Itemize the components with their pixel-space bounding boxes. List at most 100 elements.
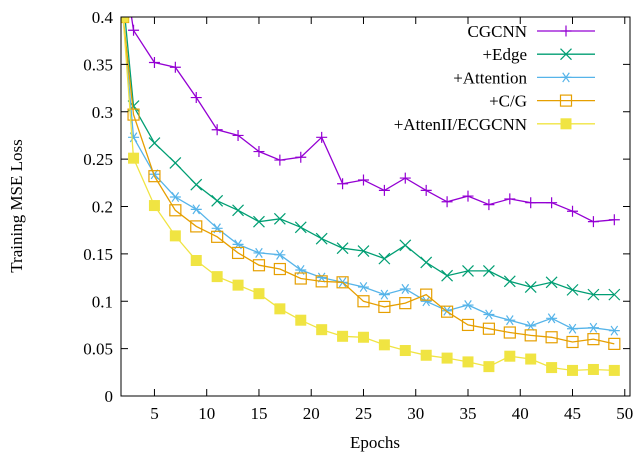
data-point	[546, 197, 558, 209]
y-tick-label: 0.3	[92, 103, 113, 122]
data-point	[524, 329, 537, 342]
y-tick-label: 0.4	[92, 8, 114, 27]
data-point	[337, 330, 349, 342]
data-point	[253, 247, 265, 258]
legend-entry: +C/G	[489, 92, 595, 111]
data-point	[462, 356, 474, 368]
series-3	[121, 17, 620, 336]
data-point	[211, 194, 224, 207]
data-point	[274, 154, 286, 166]
data-point	[211, 230, 224, 243]
data-point	[608, 325, 620, 336]
legend-entry: CGCNN	[467, 22, 595, 41]
data-point	[378, 339, 390, 351]
data-point	[441, 269, 454, 282]
data-point	[545, 276, 558, 289]
data-point	[357, 245, 370, 257]
data-point	[190, 204, 202, 215]
data-point	[273, 262, 286, 276]
data-point	[567, 205, 579, 217]
data-point	[294, 221, 307, 234]
data-point	[148, 170, 161, 183]
series-layer	[121, 17, 621, 376]
data-point	[566, 335, 579, 349]
data-point	[190, 92, 202, 104]
data-point	[315, 275, 328, 288]
data-point	[253, 215, 265, 228]
y-tick-label: 0.1	[92, 292, 113, 311]
legend-label: +Attention	[453, 68, 527, 87]
data-point	[253, 146, 265, 158]
data-point	[587, 363, 599, 375]
data-point	[253, 288, 265, 300]
y-tick-label: 0.2	[92, 198, 113, 217]
data-point	[525, 353, 537, 365]
data-point	[462, 190, 474, 202]
series-line	[124, 17, 615, 296]
legend-entry: +Attention	[453, 68, 595, 87]
data-point	[420, 184, 432, 196]
data-point	[504, 193, 516, 205]
data-point	[357, 174, 369, 186]
x-tick-label: 5	[150, 404, 159, 423]
data-point	[121, 17, 129, 23]
y-axis: 0 0.05 0.1 0.15 0.2 0.25 0.3 0.35 0.4	[83, 8, 630, 406]
data-point	[128, 24, 140, 36]
data-point	[503, 326, 516, 339]
data-point	[378, 289, 390, 300]
data-point	[169, 192, 181, 203]
data-point	[567, 364, 579, 376]
data-point	[525, 197, 537, 209]
legend-swatch-marker	[560, 25, 572, 37]
data-point	[357, 282, 369, 293]
data-point	[128, 152, 140, 164]
data-point	[462, 265, 474, 277]
data-point	[231, 246, 245, 260]
x-tick-label: 25	[355, 404, 372, 423]
data-point	[190, 178, 203, 191]
data-point	[315, 232, 328, 245]
data-point	[587, 288, 600, 301]
data-point	[483, 361, 495, 373]
data-point	[169, 204, 182, 217]
legend-label: CGCNN	[467, 22, 527, 41]
data-point	[587, 216, 599, 228]
data-point	[316, 131, 328, 143]
data-point	[211, 271, 223, 283]
data-point	[211, 124, 223, 136]
data-point	[587, 322, 599, 333]
legend-entry: +AttenII/ECGCNN	[394, 115, 595, 134]
x-tick-label: 20	[303, 404, 320, 423]
y-tick-label: 0.05	[83, 340, 113, 359]
x-tick-label: 40	[512, 404, 529, 423]
plot-frame	[120, 16, 631, 397]
data-point	[399, 297, 412, 310]
data-point	[482, 265, 495, 277]
data-point	[504, 350, 516, 362]
data-point	[420, 296, 432, 307]
data-point	[440, 305, 454, 318]
data-point	[378, 184, 390, 196]
x-tick-label: 50	[616, 404, 633, 423]
data-point	[608, 214, 620, 226]
data-point	[441, 352, 453, 364]
data-point	[503, 275, 516, 288]
y-tick-label: 0.15	[83, 245, 113, 264]
legend-swatch-marker	[560, 48, 572, 61]
data-point	[336, 242, 349, 255]
data-point	[483, 309, 495, 320]
data-point	[420, 288, 433, 301]
data-point	[232, 204, 244, 217]
data-point	[295, 314, 307, 326]
data-point	[524, 281, 537, 293]
legend-swatch-marker	[560, 72, 572, 83]
data-point	[504, 315, 516, 326]
x-tick-label: 15	[250, 404, 267, 423]
data-point	[336, 276, 349, 289]
legend: CGCNN +Edge +Attention +C/G +AttenII/ECGCNN	[394, 22, 595, 134]
data-point	[608, 364, 620, 376]
y-tick-label: 0.35	[83, 55, 113, 74]
data-point	[169, 156, 182, 169]
data-point	[274, 249, 286, 260]
data-point	[420, 349, 432, 361]
